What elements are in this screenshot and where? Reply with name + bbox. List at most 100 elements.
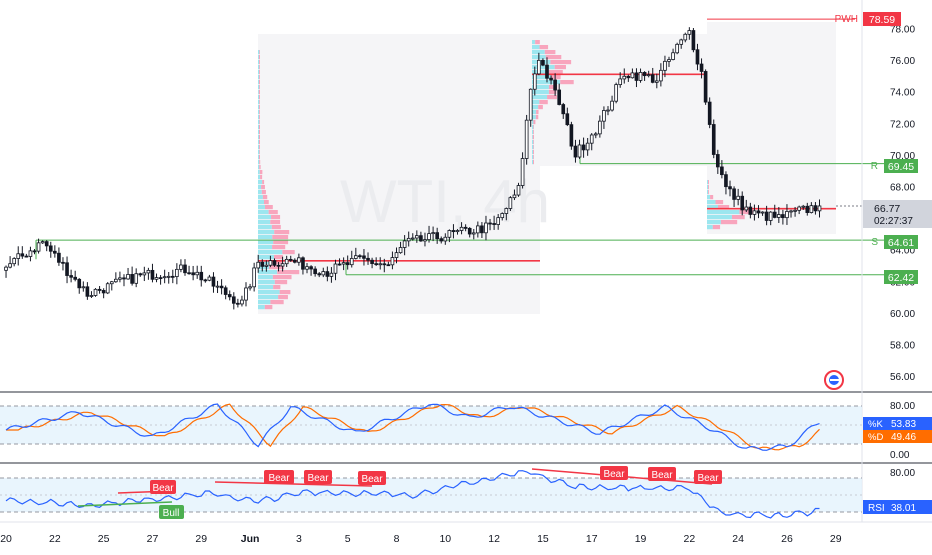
candle-body [77,278,82,289]
time-tick: 19 [635,533,647,545]
candle-body [764,211,769,221]
profile-1-bar-down [259,125,260,130]
candle-body [73,276,78,280]
profile-2-bar-up [532,125,534,130]
candle-body [606,109,610,112]
profile-1-bar-down [270,220,281,225]
profile-2-bar-down [560,80,574,85]
profile-1-bar-down [258,90,260,95]
svg-text:66.77: 66.77 [874,203,900,215]
divergence-label-bear-2[interactable]: Bear [264,470,294,484]
candle-body [415,235,419,239]
svg-text:RSI: RSI [868,503,885,514]
candle-body [451,230,456,233]
price-tick: 70.00 [890,151,915,162]
candle-body [471,232,476,235]
profile-3-bar-down [708,190,709,195]
candle-body [8,263,12,268]
tradingview-logo-icon[interactable] [824,370,844,390]
candle-body [12,258,16,265]
candle-body [736,195,740,200]
candle-body [53,250,57,254]
profile-1-bar-down [268,210,278,215]
candle-body [44,241,49,247]
candle-body [353,255,358,259]
profile-1-bar-down [259,160,261,165]
profile-1-bar-up [258,170,260,175]
profile-1-bar-up [258,245,273,250]
time-tick: 12 [488,533,500,545]
profile-2-bar-up [532,105,539,110]
profile-3-bar-up [707,220,721,225]
candle-body [707,101,712,125]
candle-body [463,226,468,229]
divergence-label-bear-7[interactable]: Bear [694,470,722,484]
svg-text:Bear: Bear [697,473,719,484]
candle-body [423,239,427,242]
profile-2-bar-up [532,90,549,95]
profile-1-bar-down [282,250,295,255]
profile-1-bar-down [274,280,288,285]
profile-1-bar-up [258,130,259,135]
stoch-k-badge: %K 53.83 [863,417,932,430]
profile-1-bar-up [258,60,260,65]
profile-1-bar-up [258,85,260,90]
candle-body [687,30,692,35]
candle-body [419,235,423,242]
divergence-label-bear-5[interactable]: Bear [600,466,628,480]
candle-body [93,288,98,296]
profile-1-bar-up [258,265,269,270]
candle-body [785,211,789,219]
profile-1-bar-up [258,165,260,170]
profile-2-bar-up [532,145,534,150]
profile-3-bar-up [707,195,711,200]
profile-1-bar-down [259,165,261,170]
divergence-label-bear-3[interactable]: Bear [304,470,332,484]
candle-body [146,269,151,274]
candle-body [516,185,521,196]
price-tick: 76.00 [890,56,915,67]
candle-body [154,277,159,280]
candle-body [435,232,439,240]
candle-body [16,253,21,259]
candle-body [170,275,175,278]
profile-2-bar-up [532,100,540,105]
profile-1-bar-up [258,225,272,230]
candle-body [646,74,651,77]
divergence-label-bear-1[interactable]: Bear [150,480,176,494]
profile-1-bar-up [258,115,260,120]
candle-body [215,285,220,288]
svg-text:%D: %D [868,432,883,443]
profile-2-bar-down [539,45,549,50]
candle-body [410,237,415,240]
candle-body [362,255,366,259]
stoch-d-line [6,403,820,451]
candle-body [638,72,643,81]
candle-body [61,261,65,264]
profile-1-bar-up [258,285,274,290]
candle-body [105,283,110,294]
profile-1-bar-down [272,275,292,280]
profile-2-bar-up [532,155,534,160]
divergence-label-bull[interactable]: Bull [159,505,184,519]
divergence-label-bear-4[interactable]: Bear [358,471,386,485]
candle-body [524,119,529,159]
profile-zone-3 [707,22,836,234]
candle-body [508,197,513,209]
time-axis[interactable]: 20 22 25 27 29 Jun 3 5 8 10 12 15 17 19 22 24 26 29 [0,533,842,545]
profile-3-bar-up [707,180,709,185]
profile-2-bar-down [533,130,534,135]
candle-body [748,206,753,215]
profile-2-bar-up [532,40,536,45]
candle-body [549,77,553,81]
candle-body [654,80,659,83]
divergence-label-bear-6[interactable]: Bear [648,467,676,481]
svg-text:Bear: Bear [651,470,673,481]
candle-body [630,72,635,79]
candle-body [20,253,25,257]
svg-text:Bear: Bear [361,474,383,485]
candle-body [162,276,167,279]
candle-body [97,288,102,291]
